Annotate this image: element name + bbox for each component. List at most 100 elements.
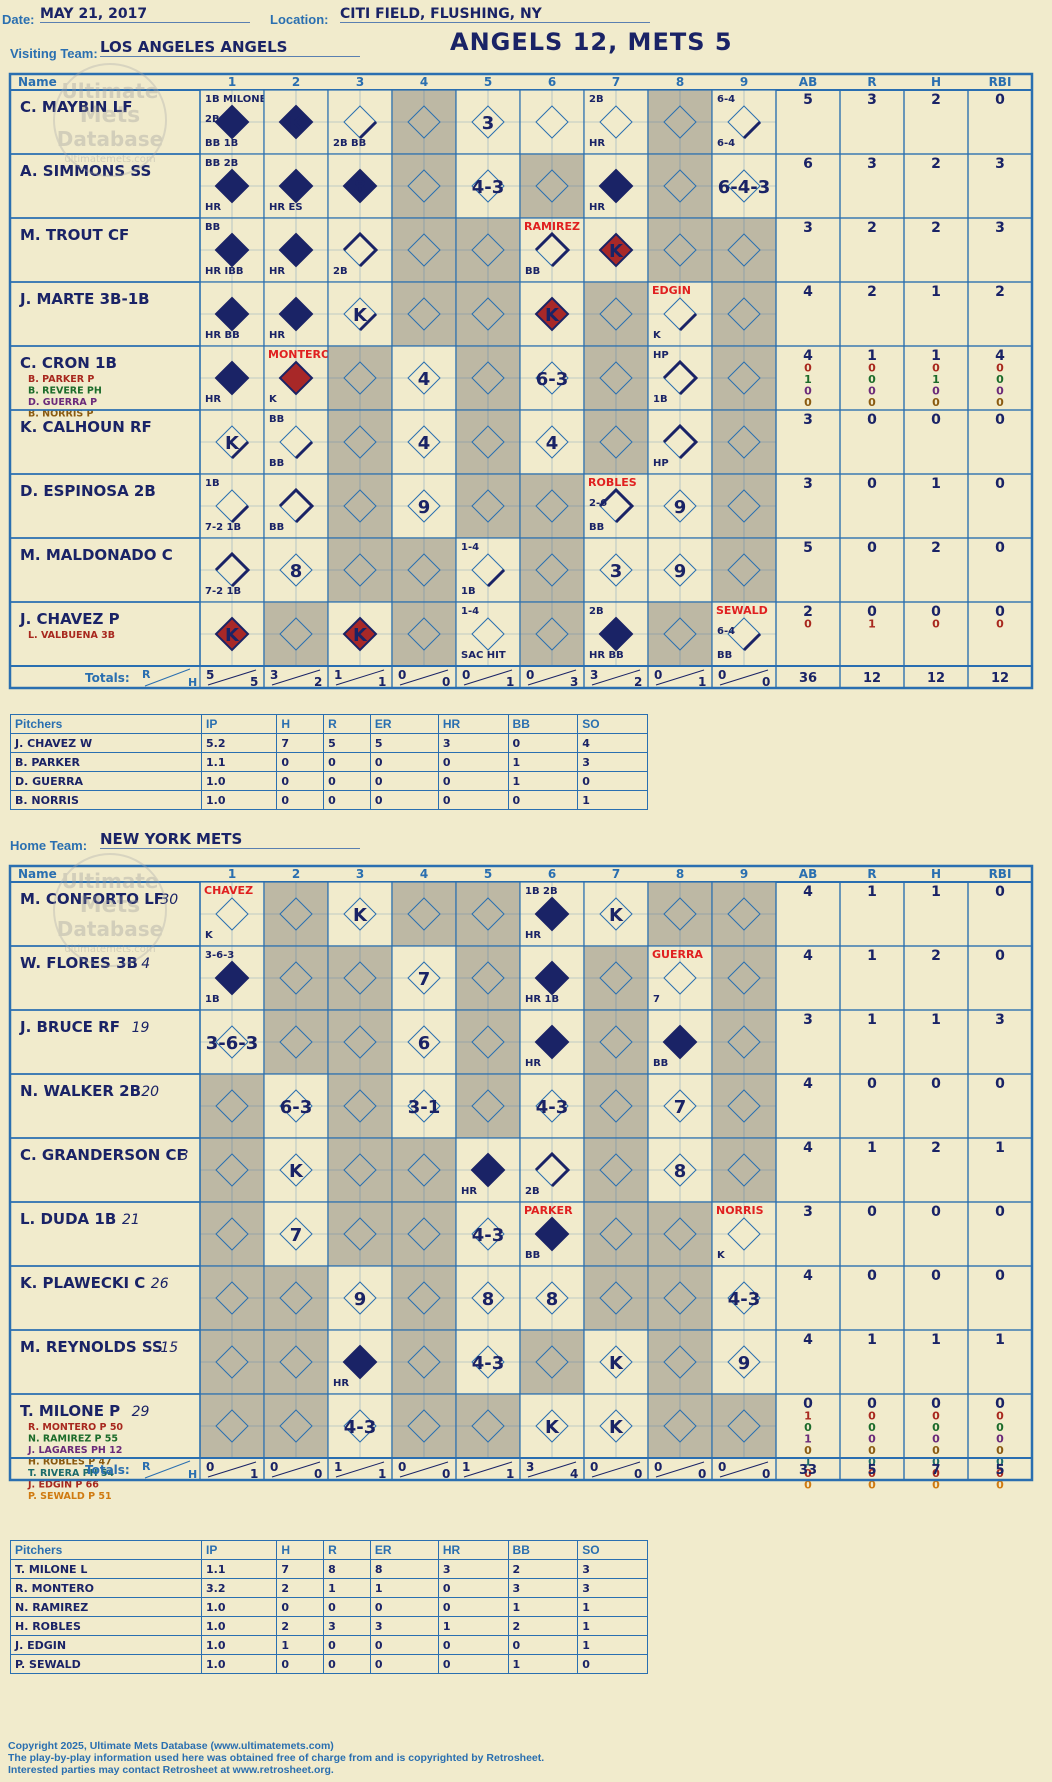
- totals-h-label: H: [188, 1468, 197, 1481]
- basepath-mark: [342, 231, 379, 268]
- inning-cell: GUERRA 7: [647, 945, 713, 1011]
- inning-cell: [647, 153, 713, 219]
- stat-total-cell: [967, 1457, 1033, 1481]
- play-note: 4-3: [344, 1417, 377, 1438]
- base-diamond: [663, 961, 697, 995]
- play-note: 1B: [205, 994, 220, 1005]
- sub-name: H. ROBLES P 47: [28, 1457, 112, 1468]
- inning-cell: [519, 537, 585, 603]
- inning-header-3: 3: [356, 75, 364, 89]
- inning-cell: [455, 945, 521, 1011]
- base-diamond: [727, 297, 761, 331]
- base-diamond: [727, 1217, 761, 1251]
- pitcher-stat: 1.1: [200, 752, 278, 772]
- base-diamond: [727, 1345, 761, 1379]
- play-note: HR: [333, 1378, 349, 1389]
- base-diamond: [343, 1281, 377, 1315]
- inning-cell: [583, 1201, 649, 1267]
- inning-cell: [391, 881, 457, 947]
- stat-value: 1: [932, 373, 940, 386]
- base-diamond: [471, 1345, 505, 1379]
- base-diamond: [663, 553, 697, 587]
- inning-cell: HR ES: [263, 153, 329, 219]
- batter-name: W. FLORES 3B: [20, 954, 138, 972]
- base-diamond: [535, 489, 569, 523]
- base-diamond: [471, 617, 505, 651]
- pitcher-stat: 1: [507, 1597, 579, 1617]
- stat-value: 0: [996, 396, 1004, 409]
- inning-total-divider: [591, 1461, 641, 1478]
- stat-value: 0: [868, 1444, 876, 1457]
- stat-value: 0: [931, 412, 941, 428]
- inning-total-divider: [399, 1461, 449, 1478]
- base-diamond: [407, 233, 441, 267]
- base-diamond: [727, 489, 761, 523]
- pitcher-stat: 0: [507, 1635, 579, 1655]
- play-note: K: [225, 625, 240, 646]
- pitcher-stat: 1.0: [200, 790, 278, 810]
- inning-total-divider: [207, 669, 257, 686]
- play-note: 7: [653, 994, 660, 1005]
- batter-row: K. PLAWECKI C 26 9 8 8 4-3 4 0 0 0: [9, 1265, 1033, 1331]
- inning-cell: 1B MILONE 2B BB 1B: [199, 89, 267, 155]
- inning-cell: HR: [263, 217, 329, 283]
- stat-value: 0: [931, 1396, 941, 1412]
- base-diamond: [599, 1025, 633, 1059]
- inning-cell: [455, 217, 521, 283]
- jersey-number: 3: [180, 1148, 189, 1164]
- batter-row: K. CALHOUN RF K BB BB 4 4 HP 3 0 0 0: [9, 409, 1033, 475]
- base-diamond: [407, 297, 441, 331]
- inning-cell: [199, 1201, 265, 1267]
- stat-value: 2: [931, 220, 941, 236]
- stat-value: 1: [868, 618, 876, 631]
- base-diamond: [215, 1153, 249, 1187]
- pitcher-stat: 0: [369, 1597, 439, 1617]
- base-diamond: [599, 361, 633, 395]
- pitcher-row: T. MILONE L 1.1 7 8 8 3 2 3: [10, 1559, 648, 1579]
- play-note: 1B: [461, 586, 476, 597]
- pitcher-stat: 0: [323, 1654, 371, 1674]
- inning-cell: 6-4 6-4: [711, 89, 777, 155]
- base-diamond: [535, 1281, 569, 1315]
- inning-cell: [455, 345, 521, 411]
- stat-value: 0: [932, 1444, 940, 1457]
- batter-name: K. PLAWECKI C: [20, 1274, 145, 1292]
- run-scored-mark: [278, 232, 314, 268]
- pitcher-stat: 0: [437, 1635, 509, 1655]
- play-note: HR IBB: [205, 266, 244, 277]
- inning-cell: [519, 153, 585, 219]
- stat-value: 1: [804, 1410, 812, 1423]
- inning-cell: 6-4-3: [711, 153, 777, 219]
- inning-cell: 7: [647, 1073, 713, 1139]
- pitcher-row: P. SEWALD 1.0 0 0 0 0 1 0: [10, 1654, 648, 1674]
- inning-cell: 6-3: [519, 345, 585, 411]
- inning-cell: HR: [519, 1009, 585, 1075]
- inning-hits: 0: [698, 1467, 706, 1481]
- inning-total-divider: [463, 1461, 513, 1478]
- stat-value: 0: [867, 1076, 877, 1092]
- inning-header-5: 5: [484, 867, 492, 881]
- inning-cell: K: [199, 601, 265, 667]
- base-diamond: [663, 233, 697, 267]
- stat-value: 1: [931, 348, 941, 364]
- pitcher-stat: 3: [577, 752, 648, 772]
- base-diamond: [279, 961, 313, 995]
- pitcher-stat: 0: [577, 1654, 648, 1674]
- inning-cell: 3: [583, 537, 649, 603]
- run-scored-mark: [214, 104, 250, 140]
- base-diamond: [471, 961, 505, 995]
- base-diamond: [407, 105, 441, 139]
- pitcher-stat: 4: [577, 733, 648, 753]
- inning-cell: 7-2 1B: [199, 537, 265, 603]
- inning-hits: 1: [250, 1467, 258, 1481]
- base-diamond: [343, 361, 377, 395]
- inning-cell: [519, 89, 585, 155]
- inning-cell: [391, 537, 457, 603]
- base-diamond: [599, 1409, 633, 1443]
- pitcher-name: P. SEWALD: [10, 1654, 202, 1674]
- stat-value: 0: [804, 1479, 812, 1492]
- base-diamond: [727, 1281, 761, 1315]
- inning-total-divider: [591, 669, 641, 686]
- run-scored-mark: [534, 896, 570, 932]
- pitcher-row: N. RAMIREZ 1.0 0 0 0 0 1 1: [10, 1597, 648, 1617]
